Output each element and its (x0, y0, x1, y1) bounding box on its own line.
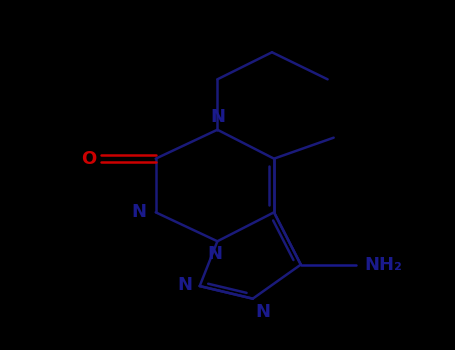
Text: N: N (207, 245, 222, 263)
Text: NH₂: NH₂ (364, 256, 402, 274)
Text: N: N (255, 303, 270, 321)
Text: N: N (177, 276, 192, 294)
Text: N: N (131, 203, 147, 221)
Text: N: N (210, 108, 225, 126)
Text: O: O (81, 150, 96, 168)
